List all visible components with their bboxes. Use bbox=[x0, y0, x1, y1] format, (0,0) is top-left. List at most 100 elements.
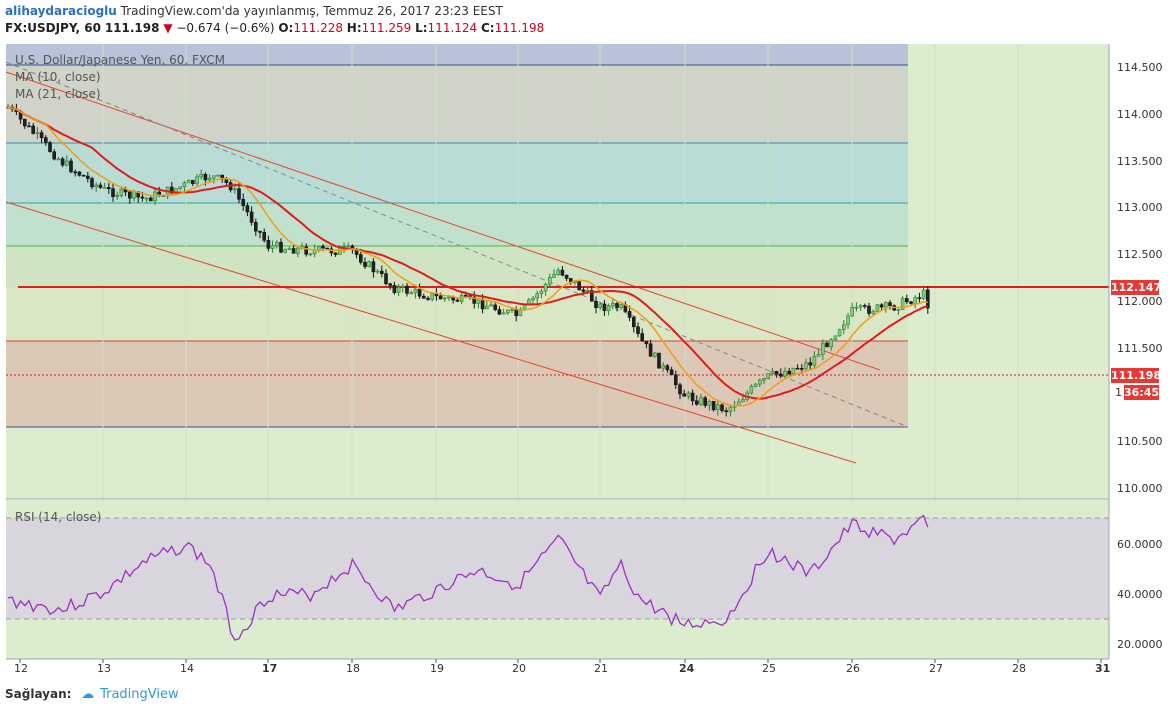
close-label: C: bbox=[481, 21, 495, 35]
last-price: 111.198 bbox=[104, 21, 160, 35]
candle-body bbox=[182, 182, 187, 188]
candle-body bbox=[846, 315, 850, 326]
candle-body bbox=[489, 304, 493, 307]
rsi-line bbox=[7, 514, 929, 641]
fib-zone-3 bbox=[6, 203, 908, 246]
candle-body bbox=[518, 308, 523, 317]
tradingview-brand[interactable]: TradingView bbox=[100, 687, 179, 702]
candle-body bbox=[858, 305, 863, 308]
candle-body bbox=[274, 242, 279, 247]
candle-body bbox=[598, 303, 603, 308]
author-name[interactable]: alihaydaracioglu bbox=[5, 4, 117, 18]
publish-text: TradingView.com'da yayınlanmış, Temmuz 2… bbox=[120, 4, 503, 18]
channel-top-line bbox=[5, 71, 881, 371]
candle-body bbox=[699, 397, 703, 405]
candle-body bbox=[39, 132, 44, 138]
time-tick-label: 27 bbox=[929, 662, 943, 675]
candle-body bbox=[547, 276, 552, 285]
candle-body bbox=[749, 386, 754, 394]
candle-body bbox=[631, 317, 636, 328]
candle-body bbox=[904, 298, 909, 303]
candle-body bbox=[249, 211, 254, 223]
candle-body bbox=[564, 274, 569, 279]
time-tick-label: 17 bbox=[262, 662, 278, 675]
candle-body bbox=[644, 340, 649, 345]
candle-body bbox=[149, 197, 153, 202]
candle-body bbox=[678, 384, 682, 395]
candle-body bbox=[81, 174, 86, 177]
price-tick-label: 111.500 bbox=[1117, 341, 1163, 355]
ohlc-bar: FX:USDJPY, 60 111.198 ▼ −0.674 (−0.6%) O… bbox=[5, 21, 544, 35]
ma10-line bbox=[7, 106, 928, 407]
candle-body bbox=[170, 186, 174, 194]
candle-body bbox=[812, 356, 817, 366]
candle-body bbox=[841, 324, 846, 330]
candle-body bbox=[283, 249, 288, 253]
candle-body bbox=[287, 248, 292, 250]
candle-body bbox=[661, 365, 666, 369]
candle-body bbox=[346, 245, 351, 248]
candle-body bbox=[447, 296, 451, 299]
candle-body bbox=[493, 304, 498, 310]
candle-body bbox=[94, 184, 98, 188]
candle-body bbox=[921, 289, 926, 299]
candle-body bbox=[741, 399, 745, 403]
candle-body bbox=[195, 176, 199, 184]
candle-body bbox=[804, 362, 808, 369]
candle-body bbox=[720, 404, 724, 412]
candle-body bbox=[279, 242, 283, 253]
time-tick-label: 18 bbox=[346, 662, 360, 675]
candle-body bbox=[862, 305, 867, 307]
candle-body bbox=[925, 289, 930, 309]
high-label: H: bbox=[346, 21, 362, 35]
candle-body bbox=[665, 365, 670, 371]
candle-body bbox=[388, 283, 393, 286]
candle-body bbox=[102, 187, 107, 189]
candle-body bbox=[60, 158, 65, 166]
candle-body bbox=[879, 304, 884, 308]
resistance-price-tag: 112.147 bbox=[1111, 280, 1162, 295]
time-tick-label: 25 bbox=[762, 662, 776, 675]
candle-body bbox=[77, 171, 82, 176]
candle-body bbox=[505, 309, 510, 314]
candle-body bbox=[883, 302, 888, 308]
candle-body bbox=[694, 400, 699, 405]
candle-body bbox=[52, 151, 57, 160]
candle-body bbox=[480, 298, 485, 310]
candle-body bbox=[43, 137, 48, 143]
footer-label: Sağlayan: bbox=[5, 687, 72, 701]
rsi-legend[interactable]: RSI (14, close) bbox=[15, 510, 102, 524]
candle-body bbox=[325, 247, 330, 250]
candle-body bbox=[207, 177, 212, 181]
candle-body bbox=[107, 187, 111, 189]
open-label: O: bbox=[278, 21, 294, 35]
candle-body bbox=[115, 195, 119, 197]
candle-body bbox=[833, 335, 838, 341]
candle-body bbox=[270, 245, 275, 249]
candle-body bbox=[363, 261, 367, 267]
candle-body bbox=[602, 303, 607, 312]
candle-body bbox=[535, 293, 540, 299]
candle-body bbox=[430, 293, 435, 300]
high-value: 111.259 bbox=[361, 21, 412, 35]
partial-price-label: 1 bbox=[1115, 386, 1122, 399]
candle-body bbox=[762, 378, 766, 381]
candle-body bbox=[455, 299, 460, 302]
candle-body bbox=[358, 254, 363, 263]
ma10-legend[interactable]: MA (10, close) bbox=[15, 70, 101, 84]
candle-body bbox=[48, 142, 52, 152]
candle-body bbox=[753, 383, 758, 387]
time-tick-label: 26 bbox=[846, 662, 860, 675]
candle-body bbox=[627, 311, 632, 318]
rsi-tick-label: 20.0000 bbox=[1117, 638, 1163, 651]
ma21-legend[interactable]: MA (21, close) bbox=[15, 87, 101, 101]
publish-info: alihaydaracioglu TradingView.com'da yayı… bbox=[5, 4, 503, 18]
time-tick-label: 24 bbox=[679, 662, 695, 675]
candle-body bbox=[581, 289, 586, 292]
tradingview-logo-icon[interactable]: ☁ bbox=[81, 687, 95, 702]
candle-body bbox=[98, 184, 103, 188]
candle-body bbox=[245, 205, 250, 213]
candle-body bbox=[690, 392, 695, 402]
candle-body bbox=[321, 246, 325, 249]
